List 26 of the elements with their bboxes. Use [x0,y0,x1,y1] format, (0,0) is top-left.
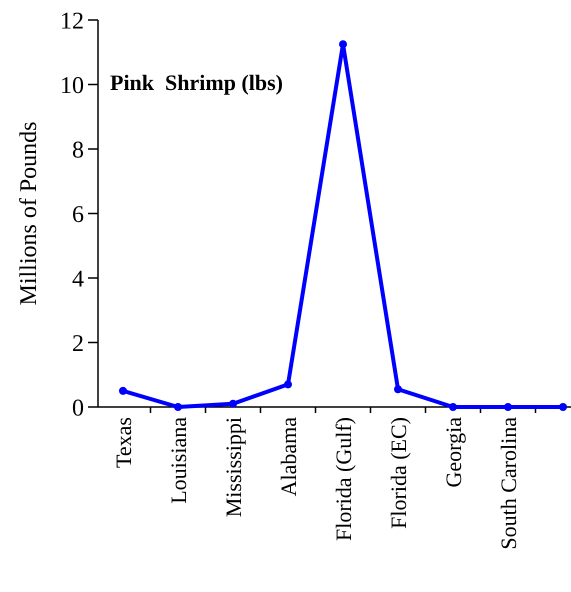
y-tick-label: 8 [72,137,84,164]
y-tick-label: 12 [60,8,84,34]
x-tick-label: Florida (EC) [386,417,411,529]
x-tick-label: Texas [111,417,136,468]
point [449,403,457,411]
text: Pink Shrimp (lbs) [110,70,283,95]
x-tick-label: Georgia [441,416,466,488]
point [284,380,292,388]
point [339,40,347,48]
point [229,400,237,408]
x-tick-label: Alabama [276,416,301,496]
point [119,386,127,395]
y-tick-label: 0 [72,395,84,422]
point [504,403,512,411]
x-tick-label: Louisiana [166,416,191,504]
point [174,403,182,411]
point [394,385,402,394]
y-tick-label: 4 [72,266,84,292]
x-tick-label: South Carolina [496,416,521,550]
y-tick-label: 2 [72,330,84,357]
y-tick-label: 10 [60,72,84,99]
y-axis-title: Millions of Pounds [16,121,42,306]
y-tick-label: 6 [72,202,84,228]
point [559,403,567,411]
x-tick-label: Florida (Gulf) [331,417,356,542]
x-tick-label: Mississippi [221,417,246,518]
